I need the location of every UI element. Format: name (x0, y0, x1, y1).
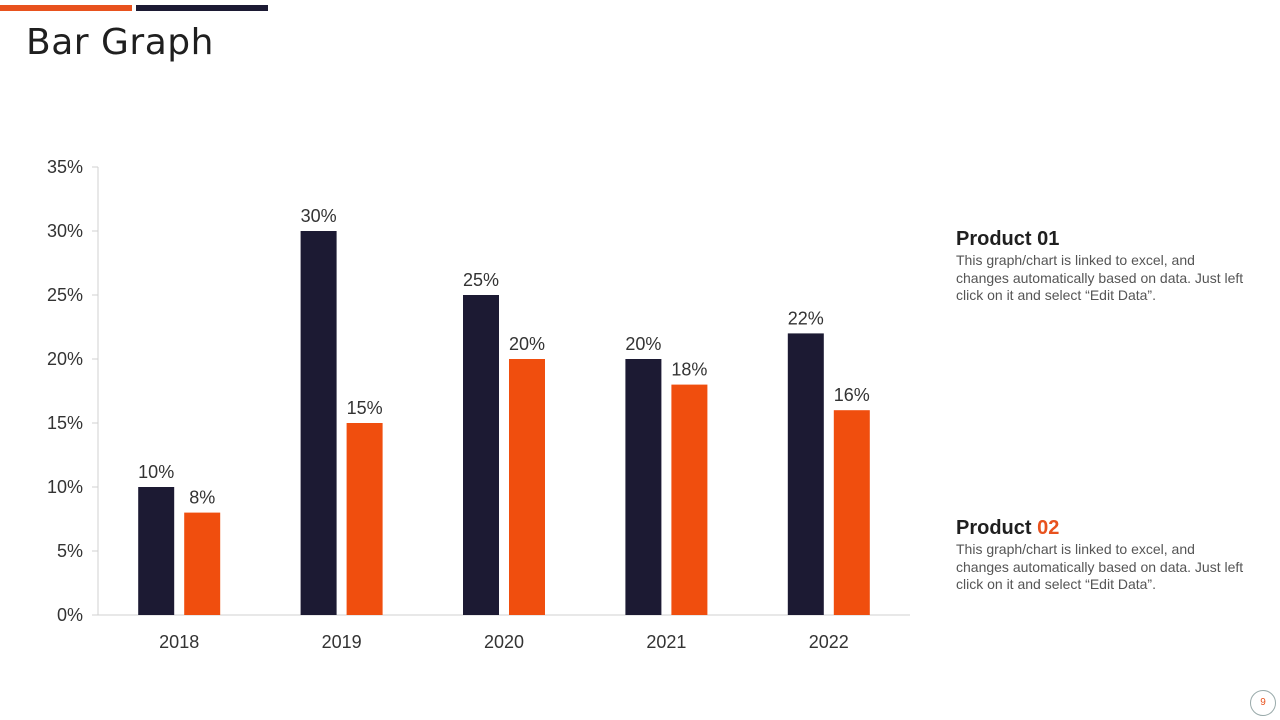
data-label: 18% (671, 360, 707, 380)
bar-series-1-2018[interactable] (138, 487, 175, 615)
product-01-number: 01 (1037, 228, 1060, 250)
product-02-number: 02 (1037, 517, 1060, 539)
bar-series-1-2019[interactable] (300, 231, 337, 615)
y-tick-label: 35% (47, 157, 83, 177)
product-02-prefix: Product (956, 517, 1038, 539)
data-label: 22% (788, 308, 824, 328)
x-tick-label: 2022 (809, 632, 849, 652)
y-tick-label: 10% (47, 477, 83, 497)
y-tick-label: 0% (57, 605, 83, 625)
product-02-description: This graph/chart is linked to excel, and… (956, 541, 1244, 592)
data-label: 10% (138, 462, 174, 482)
product-02-block: Product 02 This graph/chart is linked to… (956, 517, 1246, 594)
product-01-heading: Product 01 (956, 228, 1246, 250)
data-label: 25% (463, 270, 499, 290)
x-tick-label: 2019 (322, 632, 362, 652)
data-label: 15% (347, 398, 383, 418)
data-label: 8% (189, 488, 215, 508)
y-tick-label: 30% (47, 221, 83, 241)
data-label: 16% (834, 385, 870, 405)
bar-series-2-2020[interactable] (509, 359, 545, 615)
page-title: Bar Graph (26, 22, 214, 63)
x-tick-label: 2021 (646, 632, 686, 652)
product-01-description: This graph/chart is linked to excel, and… (956, 252, 1244, 303)
bar-series-1-2020[interactable] (463, 295, 499, 615)
bar-series-2-2019[interactable] (346, 423, 383, 615)
y-tick-label: 20% (47, 349, 83, 369)
x-tick-label: 2018 (159, 632, 199, 652)
x-tick-label: 2020 (484, 632, 524, 652)
bar-series-2-2018[interactable] (184, 512, 221, 615)
product-01-prefix: Product (956, 228, 1038, 250)
y-tick-label: 5% (57, 541, 83, 561)
bar-series-2-2022[interactable] (833, 410, 870, 615)
data-label: 30% (301, 206, 337, 226)
orange-accent-bar (0, 5, 132, 11)
bar-series-2-2021[interactable] (671, 384, 708, 615)
product-02-heading: Product 02 (956, 517, 1246, 539)
bar-series-1-2022[interactable] (787, 333, 824, 615)
product-01-block: Product 01 This graph/chart is linked to… (956, 228, 1246, 305)
navy-accent-bar (136, 5, 268, 11)
y-tick-label: 15% (47, 413, 83, 433)
y-tick-label: 25% (47, 285, 83, 305)
page-number: 9 (1250, 690, 1276, 716)
bar-series-1-2021[interactable] (625, 359, 662, 615)
data-label: 20% (625, 334, 661, 354)
data-label: 20% (509, 334, 545, 354)
